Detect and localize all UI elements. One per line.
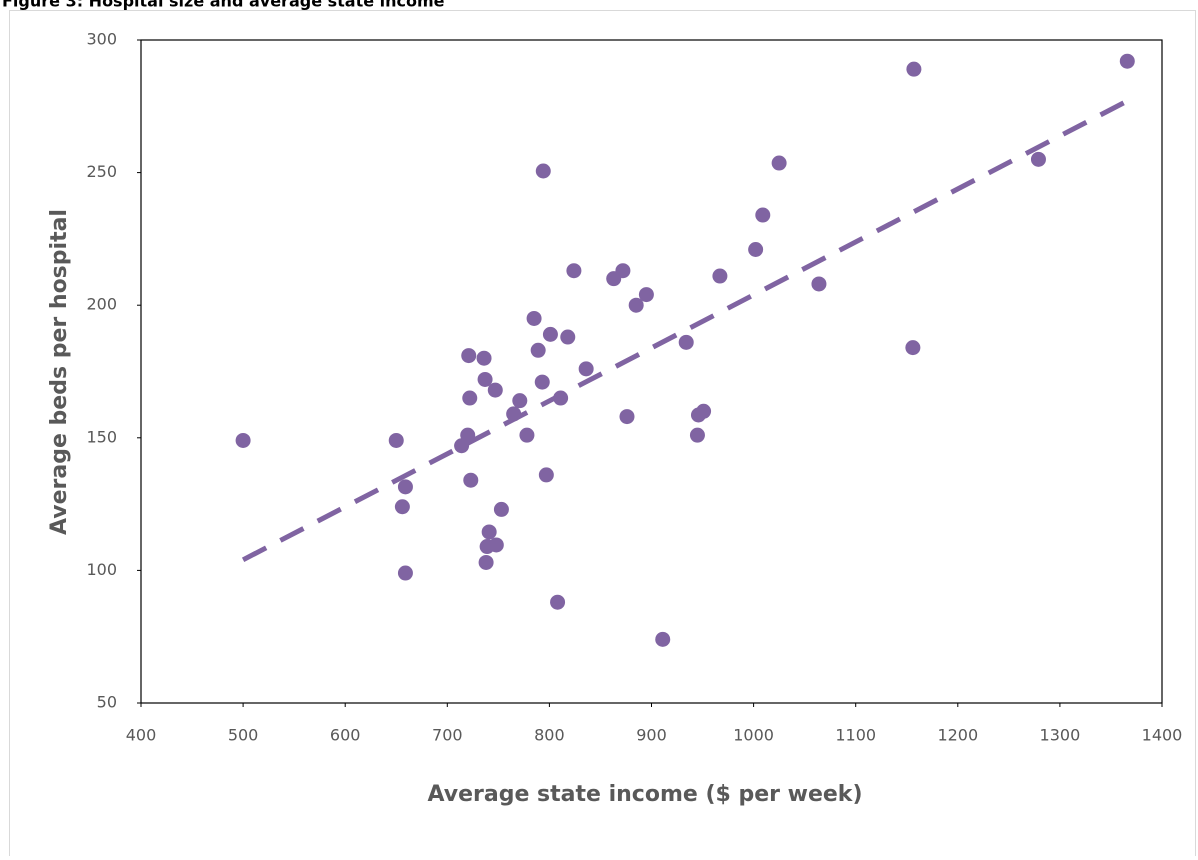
chart-frame: [9, 10, 1196, 860]
point: [578, 361, 594, 377]
point: [811, 276, 827, 292]
point: [712, 268, 728, 284]
point: [553, 390, 569, 406]
point: [397, 565, 413, 581]
point: [655, 631, 671, 647]
point: [755, 207, 771, 223]
y-tick-label: 150: [86, 427, 117, 446]
point: [905, 340, 921, 356]
y-tick-label: 200: [86, 295, 117, 314]
x-tick-label: 600: [330, 726, 361, 745]
x-tick-label: 500: [228, 726, 259, 745]
point: [388, 432, 404, 448]
point: [678, 334, 694, 350]
point: [519, 427, 535, 443]
point: [638, 287, 654, 303]
point: [628, 297, 644, 313]
point: [526, 310, 542, 326]
y-tick-label: 300: [86, 30, 117, 49]
title-band: [0, 0, 1198, 10]
point: [696, 403, 712, 419]
point: [462, 390, 478, 406]
point: [506, 406, 522, 422]
point: [542, 326, 558, 342]
point: [1030, 151, 1046, 167]
x-tick-label: 900: [636, 726, 667, 745]
x-tick-label: 1300: [1040, 726, 1081, 745]
point: [460, 427, 476, 443]
x-tick-label: 1100: [835, 726, 876, 745]
point: [534, 374, 550, 390]
point: [615, 263, 631, 279]
point: [476, 350, 492, 366]
x-tick-label: 1200: [937, 726, 978, 745]
point: [566, 263, 582, 279]
point: [235, 432, 251, 448]
point: [488, 537, 504, 553]
point: [1119, 53, 1135, 69]
x-tick-label: 800: [534, 726, 565, 745]
point: [477, 371, 493, 387]
point: [535, 163, 551, 179]
x-tick-label: 700: [432, 726, 463, 745]
point: [689, 427, 705, 443]
point: [493, 501, 509, 517]
y-axis-label: Average beds per hospital: [47, 209, 72, 535]
point: [550, 594, 566, 610]
point: [619, 409, 635, 425]
y-tick-label: 50: [97, 693, 117, 712]
point: [481, 524, 497, 540]
y-tick-label: 100: [86, 560, 117, 579]
point: [461, 348, 477, 364]
x-tick-label: 1400: [1142, 726, 1183, 745]
point: [560, 329, 576, 345]
x-axis-label: Average state income ($ per week): [428, 782, 863, 807]
point: [397, 479, 413, 495]
chart-title: Figure 3: Hospital size and average stat…: [2, 0, 445, 11]
point: [538, 467, 554, 483]
point: [487, 382, 503, 398]
point: [906, 61, 922, 77]
point: [748, 242, 764, 258]
x-tick-label: 400: [126, 726, 157, 745]
point: [463, 472, 479, 488]
point: [530, 342, 546, 358]
y-tick-label: 250: [86, 162, 117, 181]
x-tick-label: 1000: [733, 726, 774, 745]
point: [771, 155, 787, 171]
point: [478, 554, 494, 570]
point: [394, 499, 410, 515]
point: [512, 393, 528, 409]
